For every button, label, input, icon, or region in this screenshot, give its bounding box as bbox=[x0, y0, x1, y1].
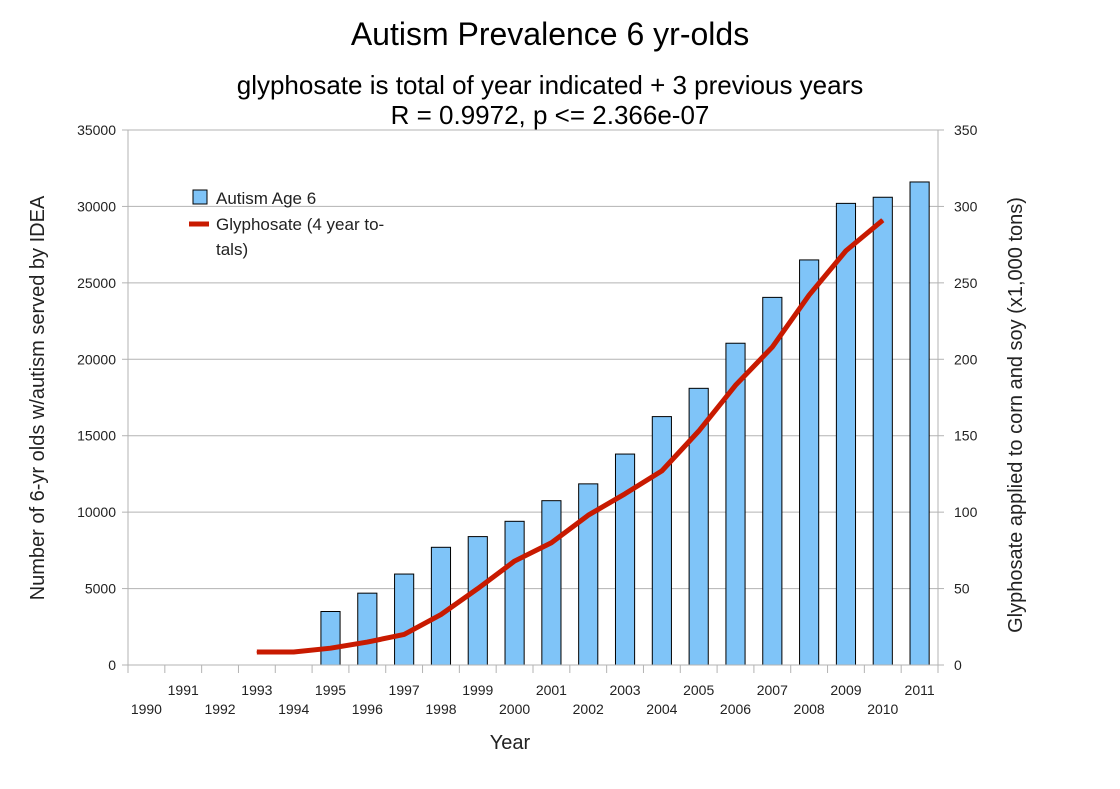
x-tick-label: 1997 bbox=[389, 682, 420, 698]
bar-autism-age-6 bbox=[799, 259, 820, 666]
point-glyphosate bbox=[293, 651, 295, 653]
y-left-tick-label: 35000 bbox=[77, 122, 116, 138]
bar-autism-age-6 bbox=[320, 611, 341, 666]
x-tick-label: 1999 bbox=[462, 682, 493, 698]
y-right-tick-label: 150 bbox=[954, 428, 978, 444]
y-left-tick-label: 30000 bbox=[77, 198, 116, 214]
point-glyphosate bbox=[882, 219, 884, 221]
point-glyphosate bbox=[771, 346, 773, 348]
point-glyphosate bbox=[587, 514, 589, 516]
point-glyphosate bbox=[808, 294, 810, 296]
line-series bbox=[256, 218, 885, 655]
point-glyphosate bbox=[550, 542, 552, 544]
bar-autism-age-6 bbox=[651, 416, 672, 666]
legend-line-label-1: Glyphosate (4 year to- bbox=[216, 215, 384, 234]
x-tick-label: 2000 bbox=[499, 701, 530, 717]
bar-autism-age-6 bbox=[467, 536, 488, 666]
x-tick-label: 1998 bbox=[425, 701, 456, 717]
legend-line-label-2: tals) bbox=[216, 240, 248, 259]
x-tick-label: 2007 bbox=[757, 682, 788, 698]
y-left-tick-label: 15000 bbox=[77, 428, 116, 444]
chart-subtitle-line1: glyphosate is total of year indicated + … bbox=[236, 70, 864, 100]
x-tick-label: 2008 bbox=[794, 701, 825, 717]
point-glyphosate bbox=[514, 560, 516, 562]
y-left-tick-label: 5000 bbox=[85, 581, 116, 597]
bar-autism-age-6 bbox=[835, 202, 857, 666]
x-tick-label: 1993 bbox=[241, 682, 272, 698]
bar-autism-age-6 bbox=[430, 546, 452, 666]
legend-bar-label: Autism Age 6 bbox=[216, 189, 316, 208]
point-glyphosate bbox=[735, 384, 736, 386]
chart-title: Autism Prevalence 6 yr-olds bbox=[350, 16, 750, 52]
point-glyphosate bbox=[256, 651, 258, 653]
x-tick-label: 1990 bbox=[131, 701, 162, 717]
x-tick-label: 2001 bbox=[536, 682, 567, 698]
x-axis-label: Year bbox=[490, 732, 531, 754]
point-glyphosate bbox=[440, 614, 442, 616]
bar-autism-age-6 bbox=[614, 453, 636, 666]
point-glyphosate bbox=[366, 641, 368, 643]
legend: Autism Age 6 Glyphosate (4 year to- tals… bbox=[189, 189, 384, 259]
y-right-tick-label: 300 bbox=[954, 198, 978, 214]
y-left-axis-label: Number of 6-yr olds w/autism served by I… bbox=[27, 195, 49, 600]
x-tick-label: 1994 bbox=[278, 701, 309, 717]
x-tick-label: 2002 bbox=[573, 701, 604, 717]
y-left-tick-label: 0 bbox=[108, 657, 116, 673]
bar-autism-age-6 bbox=[872, 196, 893, 666]
x-tick-label: 2004 bbox=[646, 701, 677, 717]
point-glyphosate bbox=[661, 470, 663, 472]
bar-autism-age-6 bbox=[357, 592, 378, 666]
point-glyphosate bbox=[624, 493, 626, 495]
x-tick-label: 1992 bbox=[204, 701, 235, 717]
y-left-tick-label: 20000 bbox=[77, 351, 116, 367]
y-left-tick-label: 25000 bbox=[77, 275, 116, 291]
bars-series bbox=[320, 181, 930, 666]
y-right-tick-label: 0 bbox=[954, 657, 962, 673]
x-tick-label: 1996 bbox=[352, 701, 383, 717]
point-glyphosate bbox=[330, 647, 331, 649]
y-right-tick-label: 50 bbox=[954, 581, 970, 597]
y-right-tick-label: 200 bbox=[954, 351, 978, 367]
point-glyphosate bbox=[845, 250, 847, 252]
y-right-tick-label: 250 bbox=[954, 275, 978, 291]
x-ticks: 1990 1991 1992 1993 1994 1995 1996 1997 1998 1999… bbox=[131, 682, 935, 717]
bar-autism-age-6 bbox=[909, 181, 930, 666]
y-right-tick-label: 100 bbox=[954, 504, 978, 520]
y-right-axis-label: Glyphosate applied to corn and soy (x1,0… bbox=[1005, 197, 1027, 633]
line-glyphosate bbox=[256, 218, 885, 655]
x-tick-label: 2009 bbox=[830, 682, 861, 698]
point-glyphosate bbox=[477, 588, 479, 590]
x-tick-label: 1991 bbox=[168, 682, 199, 698]
bar-autism-age-6 bbox=[504, 520, 525, 666]
y-right-tick-label: 350 bbox=[954, 122, 978, 138]
chart-subtitle-line2: R = 0.9972, p <= 2.366e-07 bbox=[390, 100, 710, 130]
bar-autism-age-6 bbox=[394, 573, 415, 666]
y-left-tick-label: 10000 bbox=[77, 504, 116, 520]
axes bbox=[122, 129, 944, 673]
point-glyphosate bbox=[403, 633, 405, 635]
point-glyphosate bbox=[698, 430, 700, 432]
legend-bar-swatch bbox=[192, 189, 208, 205]
x-tick-label: 2005 bbox=[683, 682, 714, 698]
y-left-ticks: 0 5000 10000 15000 20000 25000 30000 35000 bbox=[77, 122, 116, 673]
x-tick-label: 2011 bbox=[905, 682, 935, 698]
y-right-ticks: 0 50 100 150 200 250 300 350 bbox=[954, 122, 978, 673]
x-tick-label: 2010 bbox=[867, 701, 898, 717]
x-tick-label: 2003 bbox=[609, 682, 640, 698]
bar-autism-age-6 bbox=[541, 500, 562, 666]
x-tick-label: 2006 bbox=[720, 701, 751, 717]
x-tick-label: 1995 bbox=[315, 682, 346, 698]
